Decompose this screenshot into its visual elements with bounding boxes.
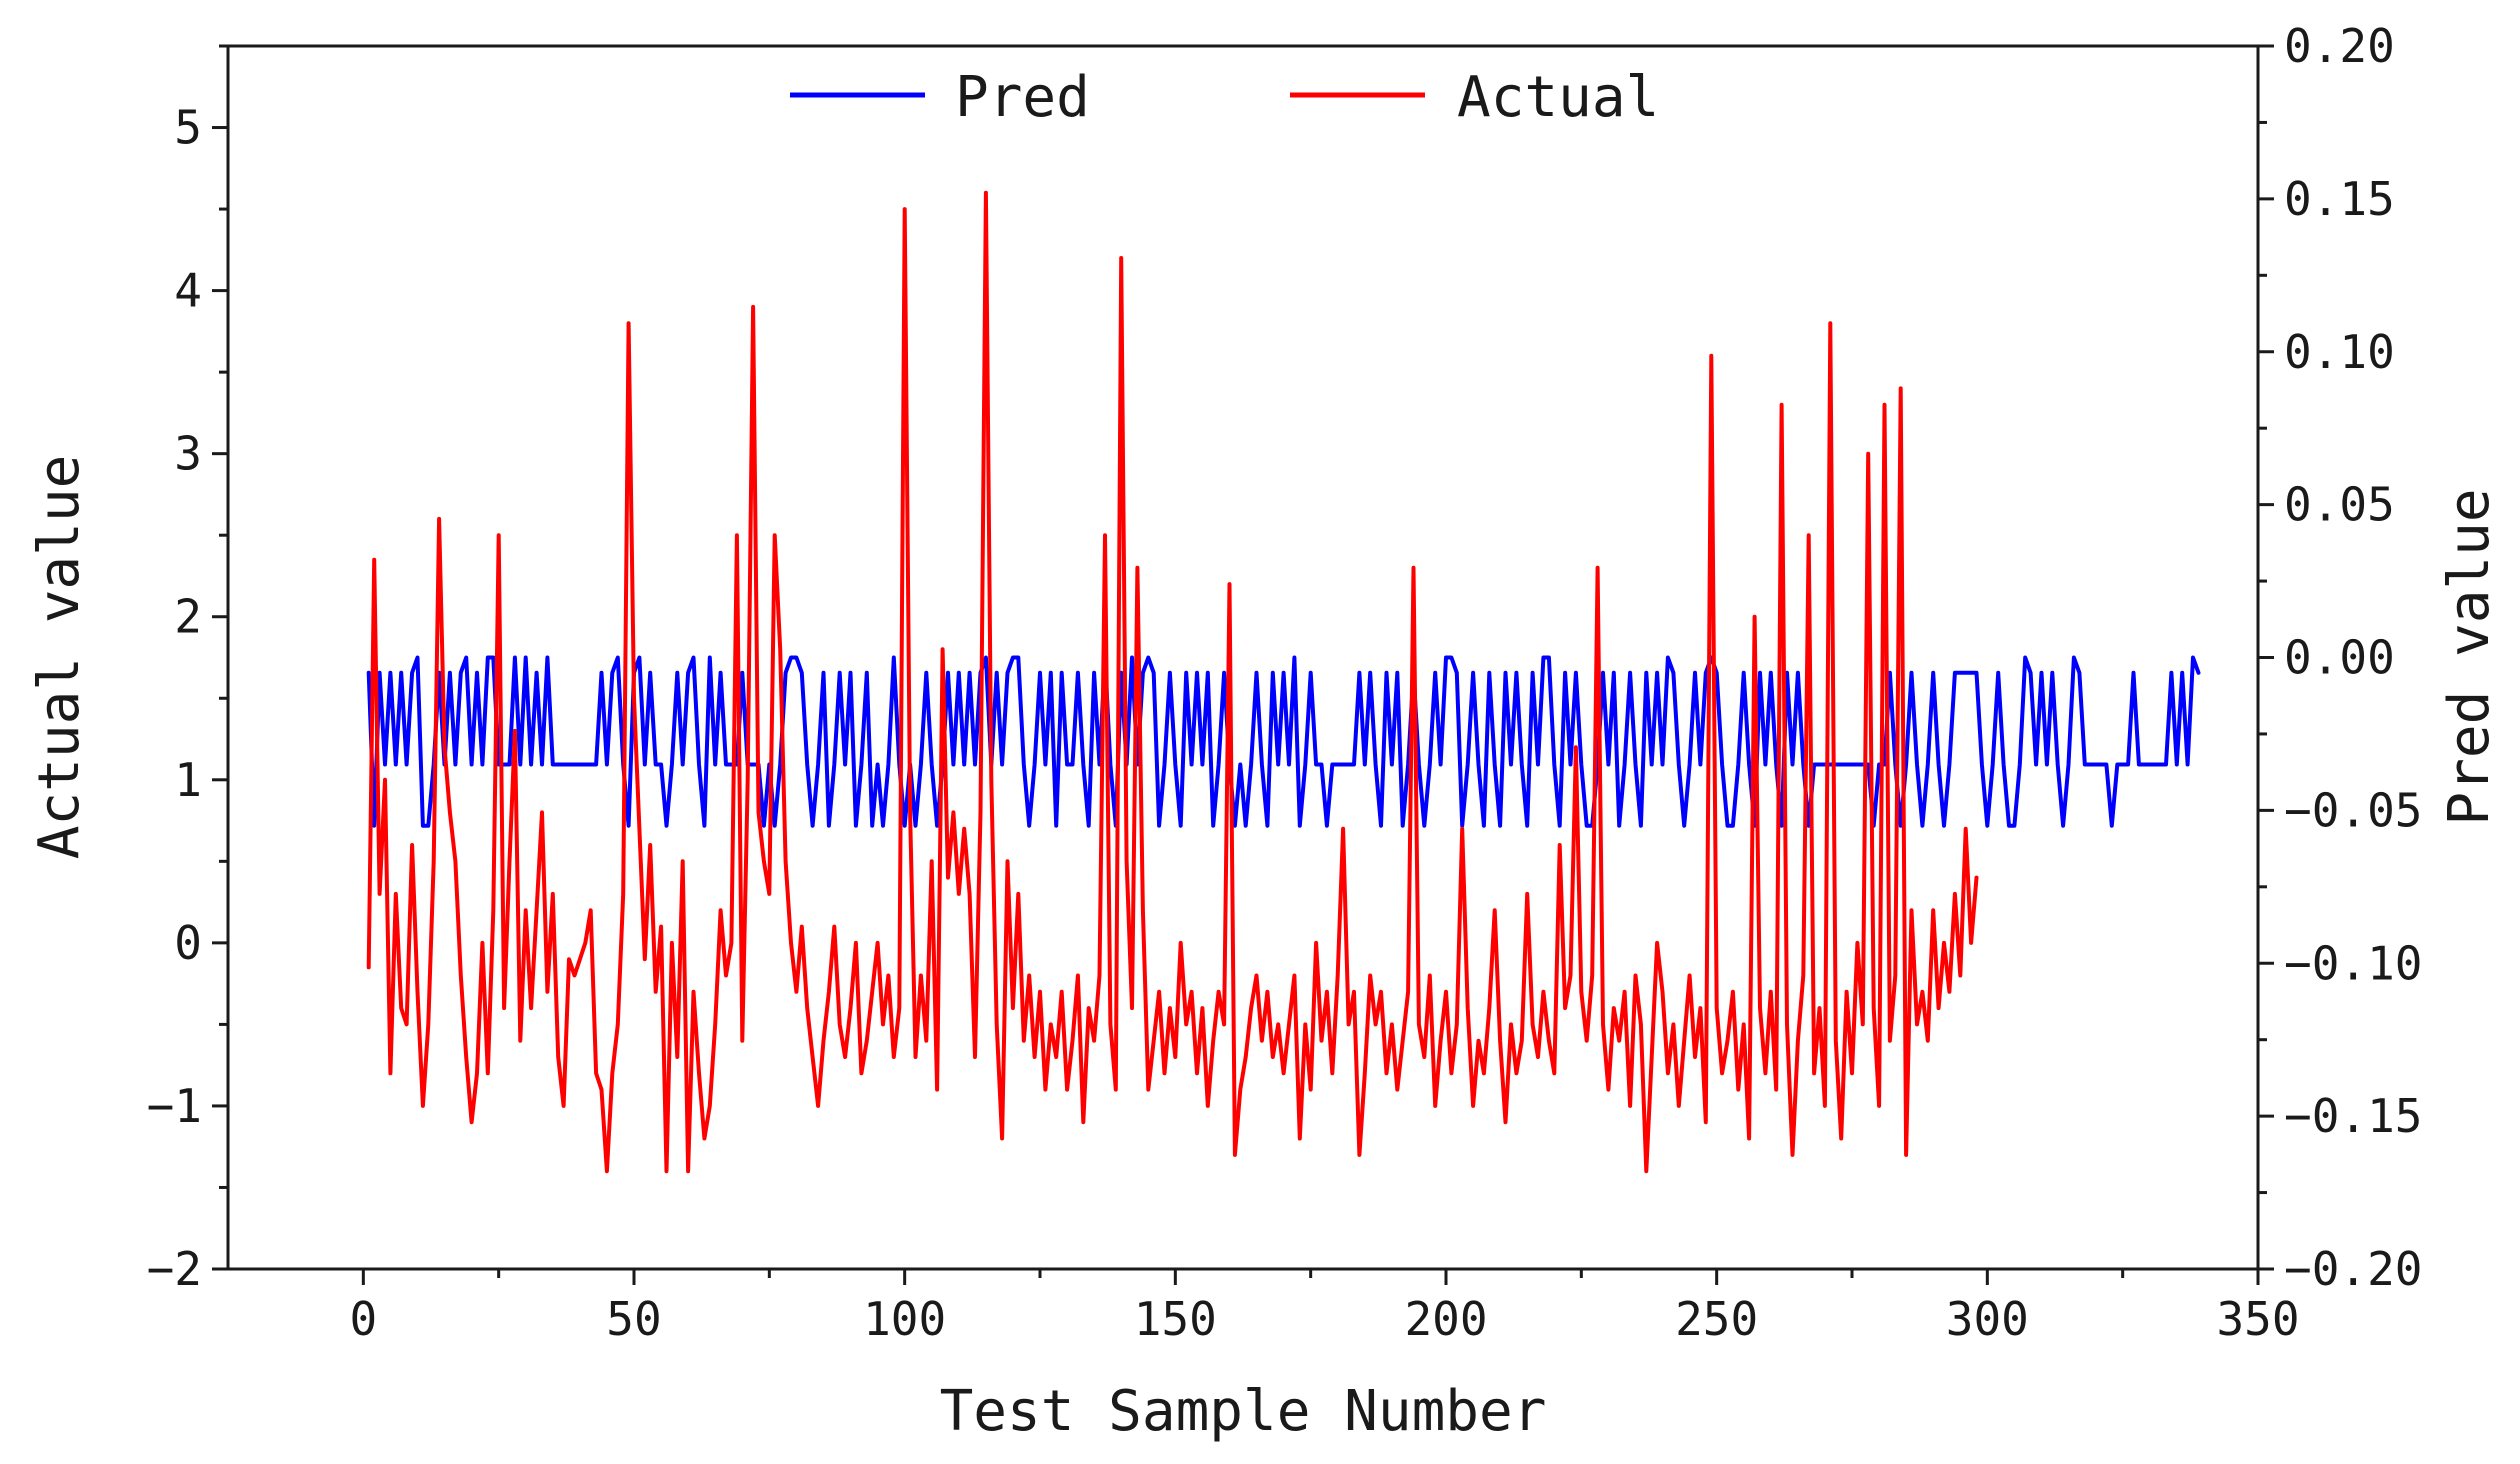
y-right-tick-label: 0.05 bbox=[2284, 478, 2395, 532]
y-left-tick-label: 4 bbox=[174, 264, 202, 318]
y-right-tick-label: 0.10 bbox=[2284, 325, 2395, 379]
legend-pred-label: Pred bbox=[955, 65, 1090, 130]
y-left-tick-label: −2 bbox=[147, 1242, 202, 1296]
y-right-tick-label: 0.00 bbox=[2284, 631, 2395, 685]
y-right-tick-label: −0.10 bbox=[2284, 936, 2422, 990]
y-left-tick-label: 1 bbox=[174, 753, 202, 807]
x-tick-label: 0 bbox=[349, 1292, 377, 1346]
y-right-tick-label: 0.20 bbox=[2284, 19, 2395, 73]
y-left-tick-label: 3 bbox=[174, 427, 202, 481]
y-right-tick-label: −0.15 bbox=[2284, 1089, 2422, 1143]
x-tick-label: 250 bbox=[1675, 1292, 1758, 1346]
y-right-tick-label: 0.15 bbox=[2284, 172, 2395, 226]
x-tick-label: 150 bbox=[1134, 1292, 1217, 1346]
x-tick-label: 50 bbox=[606, 1292, 661, 1346]
series-layer bbox=[366, 190, 2201, 1174]
y-right-tick-label: −0.05 bbox=[2284, 783, 2422, 837]
y-left-tick-label: 0 bbox=[174, 916, 202, 970]
x-tick-label: 100 bbox=[863, 1292, 946, 1346]
y-left-tick-label: 2 bbox=[174, 590, 202, 644]
y-left-tick-label: −1 bbox=[147, 1079, 202, 1133]
plot-frame bbox=[226, 44, 2260, 1271]
y-left-axis-title: Actual value bbox=[27, 455, 92, 860]
series-line-actual bbox=[366, 190, 1979, 1174]
legend-actual-label: Actual bbox=[1457, 65, 1659, 130]
series-line-pred bbox=[366, 655, 2201, 828]
ticks-layer: 0 50 100 150 200 250 300 350 −2 −1 0 1 2 3 4 5 −0.20 −0.1… bbox=[147, 19, 2423, 1346]
x-tick-label: 350 bbox=[2216, 1292, 2299, 1346]
x-axis-title: Test Sample Number bbox=[940, 1379, 1547, 1444]
x-tick-label: 300 bbox=[1946, 1292, 2029, 1346]
legend: Pred Actual bbox=[790, 65, 1659, 130]
y-right-axis-title: Pred value bbox=[2437, 488, 2502, 825]
y-right-tick-label: −0.20 bbox=[2284, 1242, 2422, 1296]
y-left-tick-label: 5 bbox=[174, 101, 202, 155]
x-tick-label: 200 bbox=[1404, 1292, 1487, 1346]
